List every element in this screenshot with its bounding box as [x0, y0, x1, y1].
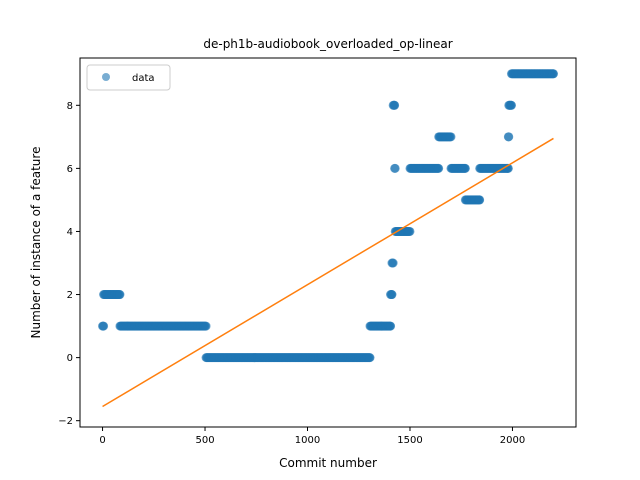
y-tick-label: 8 — [67, 101, 73, 112]
plot-area — [80, 58, 576, 427]
legend-box — [86, 64, 171, 91]
legend-label-data: data — [132, 73, 155, 84]
x-axis-ticks: 0 500 1000 1500 2000 — [99, 427, 525, 446]
data-point — [390, 163, 400, 173]
chart-title: de-ph1b-audiobook_overloaded_op-linear — [203, 37, 452, 51]
y-tick-label: −2 — [58, 416, 73, 427]
x-tick-label: 500 — [195, 435, 214, 446]
x-tick-label: 1000 — [295, 435, 320, 446]
axes-frame — [79, 57, 577, 428]
y-axis-ticks: −2 0 2 4 6 8 — [58, 101, 80, 427]
data-point — [99, 321, 109, 331]
data-point — [201, 321, 211, 331]
data-points — [98, 69, 558, 363]
data-point — [475, 195, 485, 205]
data-point — [504, 132, 514, 142]
x-tick-label: 0 — [99, 435, 105, 446]
data-point — [548, 69, 558, 79]
data-point — [115, 290, 125, 300]
y-tick-label: 2 — [67, 290, 73, 301]
data-point — [390, 100, 400, 110]
data-point — [386, 321, 396, 331]
axes-border — [79, 57, 577, 428]
data-point — [506, 100, 516, 110]
x-tick-label: 1500 — [397, 435, 422, 446]
legend-marker-data — [102, 73, 110, 81]
y-axis-label: Number of instance of a feature — [29, 147, 43, 339]
x-axis-label: Commit number — [279, 456, 377, 470]
legend: data — [86, 64, 171, 91]
data-point — [434, 163, 444, 173]
data-point — [387, 290, 397, 300]
fit-line — [102, 137, 554, 408]
data-point — [405, 226, 415, 236]
data-point — [388, 258, 398, 268]
y-tick-label: 4 — [67, 227, 73, 238]
data-point — [460, 163, 470, 173]
y-tick-label: 0 — [67, 353, 73, 364]
y-tick-label: 6 — [67, 164, 73, 175]
x-tick-label: 2000 — [500, 435, 525, 446]
data-point — [365, 353, 375, 363]
fit-line-layer — [102, 137, 554, 408]
data-point — [446, 132, 456, 142]
